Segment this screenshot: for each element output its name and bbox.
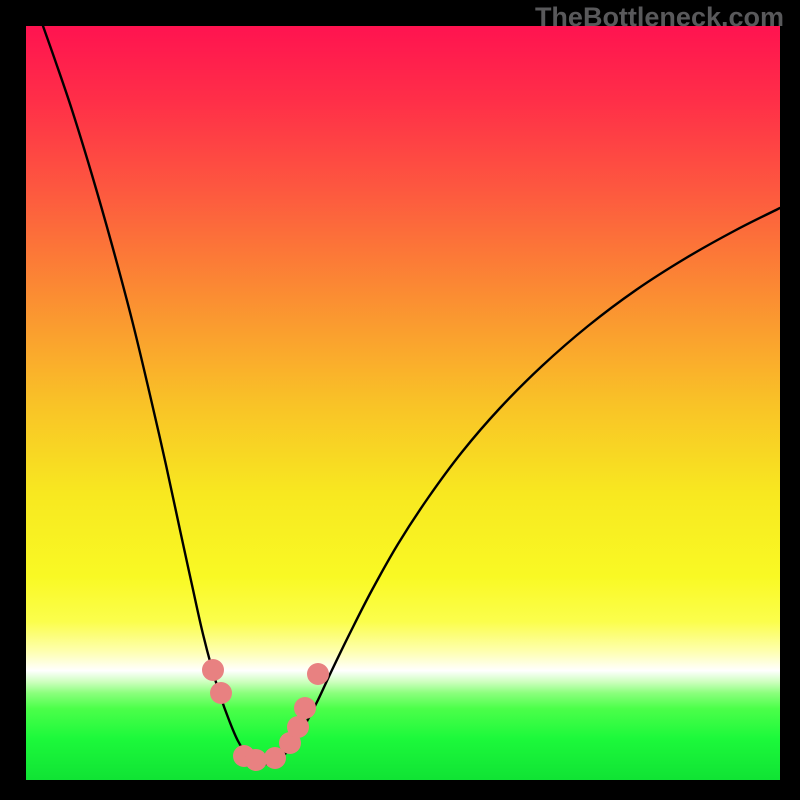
data-marker: [287, 716, 309, 738]
data-marker: [294, 697, 316, 719]
bottleneck-curve: [26, 26, 780, 780]
figure-root: TheBottleneck.com: [0, 0, 800, 800]
watermark-text: TheBottleneck.com: [535, 2, 784, 33]
plot-area: [26, 26, 780, 780]
data-marker: [307, 663, 329, 685]
data-marker: [210, 682, 232, 704]
data-marker: [202, 659, 224, 681]
